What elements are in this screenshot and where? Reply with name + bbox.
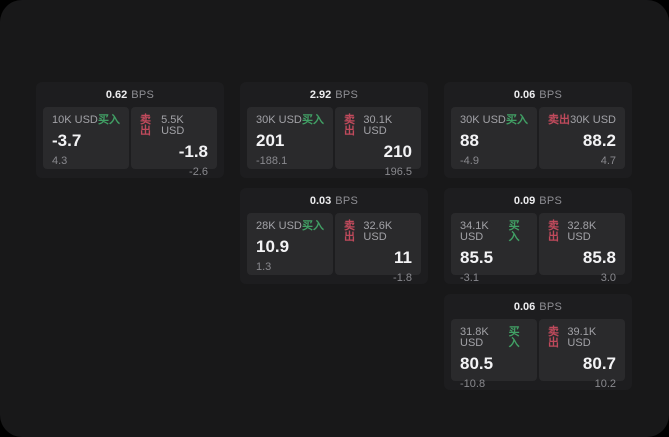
buy-size: 31.8K USD <box>460 326 489 349</box>
sell-size: 30.1K USD <box>363 114 393 137</box>
quote-card: 0.62 BPS 10K USD 买入 -3.7 4.3 卖出 5.5K USD <box>36 82 224 178</box>
bps-header: 0.62 BPS <box>36 82 224 107</box>
sell-price: 88.2 <box>582 131 616 150</box>
buy-label: 买入 <box>508 326 520 349</box>
sell-label: 卖出 <box>140 114 151 137</box>
bps-unit-label: BPS <box>539 194 563 207</box>
buy-panel[interactable]: 34.1K USD 买入 85.5 -3.1 <box>451 213 537 284</box>
sell-sub-value: -1.8 <box>393 272 412 284</box>
quote-panels: 28K USD 买入 10.9 1.3 卖出 32.6K USD 11 -1.8 <box>247 213 421 284</box>
buy-panel[interactable]: 31.8K USD 买入 80.5 -10.8 <box>451 319 537 390</box>
quote-card: 0.06 BPS 30K USD 买入 88 -4.9 卖出 30K USD <box>444 82 632 178</box>
buy-label: 买入 <box>506 114 528 126</box>
sell-sub-value: 10.2 <box>594 378 616 390</box>
buy-sub-value: -4.9 <box>460 155 479 168</box>
buy-price: 10.9 <box>256 237 290 256</box>
sell-price: -1.8 <box>178 142 208 161</box>
sell-panel[interactable]: 卖出 30.1K USD 210 196.5 <box>335 107 421 178</box>
buy-label: 买入 <box>302 114 324 126</box>
sell-label: 卖出 <box>548 220 559 243</box>
buy-size: 28K USD <box>256 220 302 232</box>
sell-sub-value: 4.7 <box>600 155 616 168</box>
bps-header: 0.06 BPS <box>444 294 632 319</box>
quote-card: 0.09 BPS 34.1K USD 买入 85.5 -3.1 卖出 32.8K… <box>444 188 632 284</box>
buy-label: 买入 <box>302 220 324 232</box>
buy-sub-value: -188.1 <box>256 155 288 168</box>
buy-sub-value: -10.8 <box>460 378 486 390</box>
sell-size: 32.6K USD <box>363 220 393 243</box>
sell-panel[interactable]: 卖出 32.6K USD 11 -1.8 <box>335 213 421 284</box>
sell-label: 卖出 <box>344 220 355 243</box>
bps-value: 0.06 <box>513 88 536 101</box>
bps-value: 0.03 <box>309 194 332 207</box>
bps-unit-label: BPS <box>539 300 563 313</box>
bps-unit-label: BPS <box>335 88 359 101</box>
sell-panel[interactable]: 卖出 30K USD 88.2 4.7 <box>539 107 625 169</box>
bps-header: 0.06 BPS <box>444 82 632 107</box>
bps-value: 0.09 <box>513 194 536 207</box>
bps-value: 2.92 <box>309 88 332 101</box>
sell-price: 11 <box>394 248 412 267</box>
quote-card: 0.06 BPS 31.8K USD 买入 80.5 -10.8 卖出 39.1… <box>444 294 632 390</box>
quote-panels: 31.8K USD 买入 80.5 -10.8 卖出 39.1K USD 80.… <box>451 319 625 390</box>
buy-panel[interactable]: 28K USD 买入 10.9 1.3 <box>247 213 333 275</box>
buy-label: 买入 <box>508 220 520 243</box>
bps-value: 0.62 <box>105 88 128 101</box>
bps-unit-label: BPS <box>131 88 155 101</box>
buy-size: 34.1K USD <box>460 220 489 243</box>
bps-header: 0.09 BPS <box>444 188 632 213</box>
sell-label: 卖出 <box>548 114 570 126</box>
sell-sub-value: 3.0 <box>600 272 616 284</box>
sell-label: 卖出 <box>344 114 355 137</box>
sell-price: 85.8 <box>582 248 616 267</box>
sell-size: 30K USD <box>570 114 616 126</box>
sell-panel[interactable]: 卖出 5.5K USD -1.8 -2.6 <box>131 107 217 178</box>
sell-size: 32.8K USD <box>567 220 597 243</box>
quote-card: 0.03 BPS 28K USD 买入 10.9 1.3 卖出 32.6K US… <box>240 188 428 284</box>
buy-panel[interactable]: 30K USD 买入 88 -4.9 <box>451 107 537 169</box>
buy-sub-value: 1.3 <box>256 261 272 274</box>
sell-panel[interactable]: 卖出 32.8K USD 85.8 3.0 <box>539 213 625 284</box>
sell-size: 5.5K USD <box>161 114 185 137</box>
buy-panel[interactable]: 30K USD 买入 201 -188.1 <box>247 107 333 169</box>
quote-card: 2.92 BPS 30K USD 买入 201 -188.1 卖出 30.1K … <box>240 82 428 178</box>
sell-label: 卖出 <box>548 326 559 349</box>
quote-grid: 0.62 BPS 10K USD 买入 -3.7 4.3 卖出 5.5K USD <box>36 82 632 390</box>
buy-label: 买入 <box>98 114 120 126</box>
buy-panel[interactable]: 10K USD 买入 -3.7 4.3 <box>43 107 129 169</box>
buy-sub-value: -3.1 <box>460 272 479 284</box>
bps-unit-label: BPS <box>539 88 563 101</box>
bps-header: 2.92 BPS <box>240 82 428 107</box>
bps-unit-label: BPS <box>335 194 359 207</box>
quote-panels: 34.1K USD 买入 85.5 -3.1 卖出 32.8K USD 85.8… <box>451 213 625 284</box>
buy-price: 201 <box>256 131 285 150</box>
bps-value: 0.06 <box>513 300 536 313</box>
buy-price: -3.7 <box>52 131 82 150</box>
sell-sub-value: -2.6 <box>189 166 208 178</box>
sell-panel[interactable]: 卖出 39.1K USD 80.7 10.2 <box>539 319 625 390</box>
buy-size: 30K USD <box>256 114 302 126</box>
sell-sub-value: 196.5 <box>384 166 412 178</box>
sell-size: 39.1K USD <box>567 326 597 349</box>
sell-price: 80.7 <box>582 354 616 373</box>
sell-price: 210 <box>383 142 412 161</box>
buy-size: 30K USD <box>460 114 506 126</box>
quote-panels: 10K USD 买入 -3.7 4.3 卖出 5.5K USD -1.8 -2.… <box>43 107 217 178</box>
buy-sub-value: 4.3 <box>52 155 68 168</box>
buy-price: 80.5 <box>460 354 494 373</box>
quote-panels: 30K USD 买入 201 -188.1 卖出 30.1K USD 210 1… <box>247 107 421 178</box>
bps-header: 0.03 BPS <box>240 188 428 213</box>
quote-panels: 30K USD 买入 88 -4.9 卖出 30K USD 88.2 4.7 <box>451 107 625 169</box>
buy-size: 10K USD <box>52 114 98 126</box>
buy-price: 85.5 <box>460 248 494 267</box>
buy-price: 88 <box>460 131 479 150</box>
